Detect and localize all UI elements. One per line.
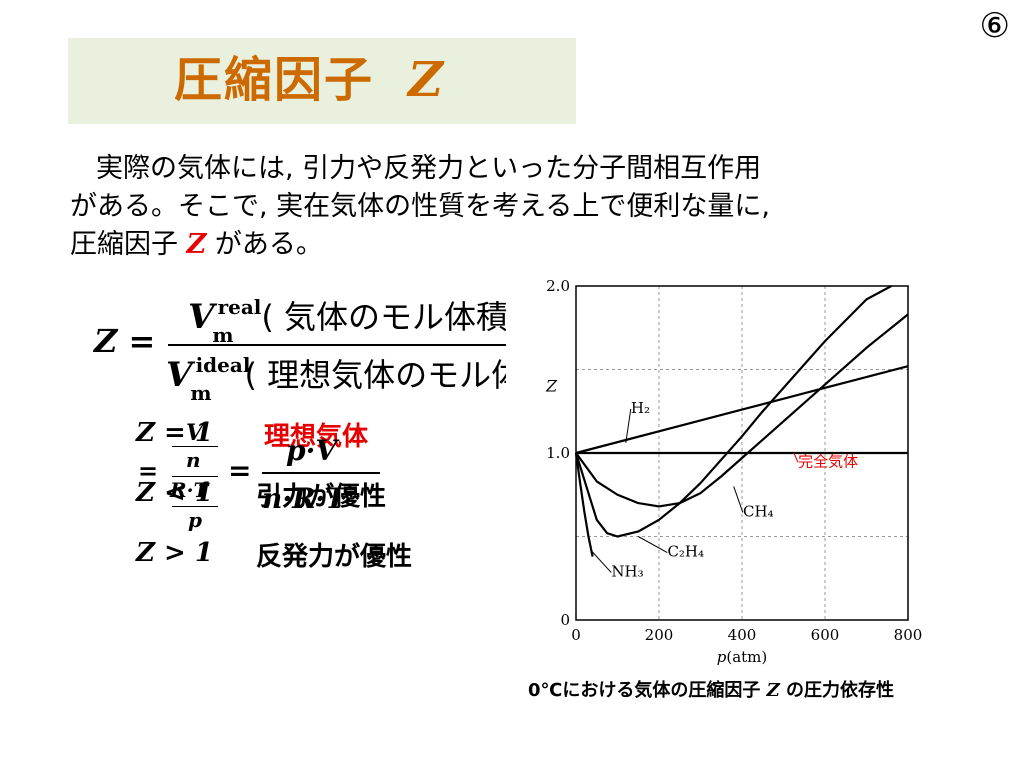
caption-suffix: の圧力依存性 (786, 680, 895, 701)
formula-eq-sign: = (138, 456, 159, 485)
annotation-label: C₂H₄ (667, 543, 704, 561)
annotation-label: NH₃ (611, 563, 643, 581)
plot-frame (575, 285, 909, 621)
intro-line-2: がある。そこで, 実在気体の性質を考える上で便利な量に, (70, 191, 770, 222)
series-line-c2h4 (574, 285, 892, 538)
annotation-leader (638, 536, 668, 553)
x-axis-label-var: p (717, 648, 727, 666)
x-tick-label: 600 (811, 626, 840, 644)
y-tick-label: 0 (560, 611, 570, 629)
formula-denominator: Vm ideal( 理想気体のモル体積) (166, 350, 506, 405)
title-symbol: Z (408, 52, 446, 108)
frac2-den-1: R·T (170, 478, 209, 502)
case-2-text: 引力が優性 (256, 482, 387, 512)
annotation-leader (733, 486, 744, 513)
annotation-label: 完全気体 (798, 452, 858, 470)
numerator-var: V (188, 297, 215, 337)
frac2-line-bottom (172, 506, 218, 507)
annotation-label: H₂ (631, 399, 650, 417)
frac2-line-top (172, 446, 218, 447)
chart-ticks: 0 200 400 600 800 0 1.0 2.0 (546, 277, 922, 644)
numerator-sup: real (217, 295, 262, 319)
denominator-sub: m (190, 381, 212, 405)
case-1-text: 理想気体 (264, 422, 369, 452)
caption-prefix: 0℃における気体の圧縮因子 (528, 680, 761, 701)
formula-lhs: Z = (94, 322, 156, 360)
frac2-den-2: p (188, 508, 202, 532)
annotation-label: CH₄ (743, 502, 774, 520)
x-axis-label-unit: (atm) (726, 648, 767, 666)
numerator-sub: m (212, 323, 234, 347)
formula-eq-sign-2: = (228, 454, 252, 487)
annotation-leader (625, 408, 632, 444)
y-axis-label: Z (545, 377, 558, 396)
case-3-expr: Z > 1 (136, 538, 213, 568)
case-3-text: 反発力が優性 (256, 542, 413, 572)
annotation-nh3: NH₃ (590, 549, 644, 581)
frac3-line (262, 472, 380, 474)
annotation-ideal-gas: 完全気体 (793, 452, 858, 470)
caption-symbol: Z (766, 680, 780, 701)
annotation-c2h4: C₂H₄ (638, 536, 704, 561)
y-tick-label: 2.0 (546, 277, 570, 295)
title-banner: 圧縮因子 Z (68, 38, 576, 124)
annotation-leader (793, 452, 799, 463)
x-tick-label: 800 (894, 626, 923, 644)
series-line-ch4 (575, 313, 909, 508)
chart-series: H₂ 完全気体 CH₄ C₂H₄ NH₃ (574, 285, 909, 581)
intro-line-3-suffix: がある。 (214, 229, 323, 260)
x-axis-label: p(atm) (717, 648, 768, 666)
formula-main: Z = Vm real( 気体のモル体積) Vm ideal( 理想気体のモル体積) (0, 280, 506, 420)
frac2-middle: n (186, 448, 201, 472)
intro-z-symbol: Z (186, 229, 207, 260)
annotation-ch4: CH₄ (733, 486, 774, 520)
series-line-nh3 (574, 452, 594, 557)
intro-line-3-prefix: 圧縮因子 (70, 229, 178, 260)
title-label: 圧縮因子 (174, 52, 375, 108)
page-number: ⑥ (979, 6, 1010, 46)
frac3-denominator: n·R·T (262, 482, 346, 515)
x-tick-label: 0 (571, 626, 581, 644)
numerator-note: ( 気体のモル体積) (261, 298, 506, 336)
frac3-numerator: p·V (286, 434, 338, 467)
chart-caption: 0℃における気体の圧縮因子 Z の圧力依存性 (528, 676, 894, 702)
x-tick-label: 200 (645, 626, 674, 644)
case-2-expr: Z < 1 (136, 478, 213, 508)
y-tick-label: 1.0 (546, 444, 570, 462)
denominator-note: ( 理想気体のモル体積) (244, 356, 506, 394)
formula-numerator: Vm real( 気体のモル体積) (188, 292, 506, 347)
formula-fraction-line (168, 344, 506, 346)
frac2-numerator: V (186, 420, 204, 446)
annotation-h2: H₂ (625, 399, 650, 444)
series-line-h2 (575, 365, 909, 455)
intro-line-1: 実際の気体には, 引力や反発力といった分子間相互作用 (96, 153, 762, 184)
frac2-line-mid (172, 476, 218, 477)
denominator-var: V (166, 355, 193, 395)
slide-title: 圧縮因子 Z (174, 48, 445, 112)
annotation-leader (590, 549, 612, 573)
case-1-expr: Z = 1 (136, 418, 213, 448)
denominator-sup: ideal (195, 353, 251, 377)
x-tick-label: 400 (728, 626, 757, 644)
intro-line-3: 圧縮因子 Z がある。 (70, 226, 323, 264)
